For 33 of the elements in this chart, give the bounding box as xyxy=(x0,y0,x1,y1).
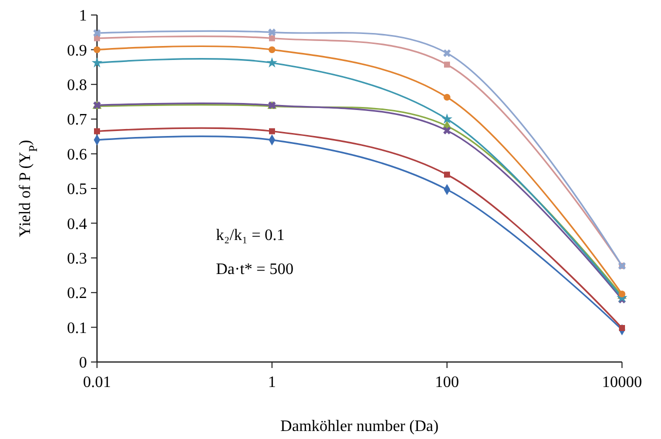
x-tick-label: 100 xyxy=(435,374,459,391)
x-axis-title: Damköhler number (Da) xyxy=(280,418,439,435)
y-tick-label: 0.4 xyxy=(67,216,87,233)
y-tick-label: 0.2 xyxy=(67,285,87,302)
point xyxy=(443,49,451,57)
y-tick-label: 0.1 xyxy=(67,320,87,337)
point xyxy=(93,29,101,37)
point xyxy=(268,28,276,36)
x-tick-label: 10000 xyxy=(602,374,642,391)
x-tick-label: 1 xyxy=(268,374,276,391)
point xyxy=(444,62,450,68)
y-tick-label: 0.5 xyxy=(67,181,87,198)
annotation: k₂/k₁ = 0.1 xyxy=(216,227,285,244)
point xyxy=(269,128,275,134)
point xyxy=(94,128,100,134)
point xyxy=(444,172,450,178)
point xyxy=(444,94,450,101)
point xyxy=(269,35,275,42)
point xyxy=(92,57,102,68)
point xyxy=(94,46,100,54)
y-tick-label: 0.3 xyxy=(67,250,87,268)
y-tick-label: 0.7 xyxy=(67,112,87,129)
y-tick-label: 1 xyxy=(79,8,87,25)
point xyxy=(443,126,451,134)
annotation: Da·t* = 500 xyxy=(216,261,294,278)
y-tick-label: 0.6 xyxy=(67,146,87,164)
y-tick-label: 0.9 xyxy=(67,42,87,60)
y-tick-label: 0 xyxy=(79,354,87,372)
y-tick-label: 0.8 xyxy=(67,77,87,94)
x-tick-label: 0.01 xyxy=(83,374,111,391)
point xyxy=(268,46,276,54)
point xyxy=(266,57,278,68)
point xyxy=(442,113,452,124)
